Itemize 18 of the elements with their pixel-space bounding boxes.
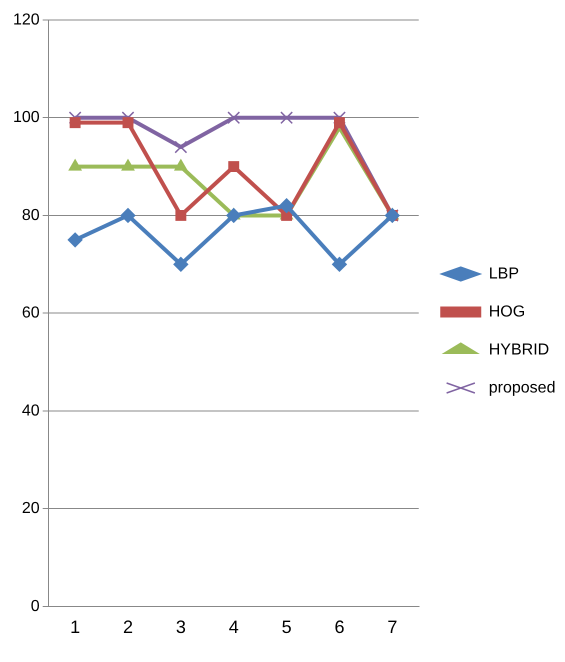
y-tick-label: 120 <box>12 11 40 28</box>
x-tick-label: 1 <box>70 617 80 638</box>
x-tick-label: 7 <box>387 617 398 638</box>
y-tick-label: 40 <box>22 402 40 420</box>
legend-label: HOG <box>488 303 526 320</box>
x-tick-label: 3 <box>176 617 186 638</box>
legend-label: HYBRID <box>488 341 550 358</box>
x-tick-label: 5 <box>282 617 292 638</box>
y-tick-label: 20 <box>22 500 40 518</box>
y-tick-label: 60 <box>22 304 40 322</box>
legend-label: LBP <box>488 265 519 282</box>
y-tick-label: 0 <box>30 598 40 615</box>
x-tick-label: 2 <box>122 617 133 638</box>
y-tick-label: 80 <box>22 206 40 224</box>
y-tick-label: 100 <box>12 109 40 126</box>
x-tick-label: 6 <box>334 617 344 638</box>
x-tick-label: 4 <box>228 617 239 638</box>
legend-label: proposed <box>488 379 556 396</box>
